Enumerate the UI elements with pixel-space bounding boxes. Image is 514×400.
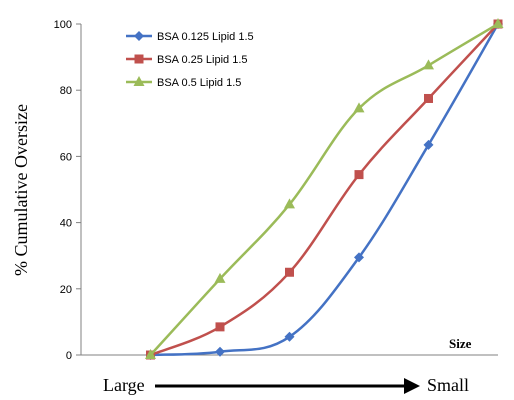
series-3 — [145, 18, 504, 359]
data-point — [214, 272, 226, 283]
legend-label: BSA 0.125 Lipid 1.5 — [157, 31, 254, 43]
legend: BSA 0.125 Lipid 1.5 BSA 0.25 Lipid 1.5 BSA… — [126, 31, 254, 89]
data-point — [215, 322, 225, 332]
series-layer — [145, 18, 504, 360]
series-line — [150, 23, 500, 357]
data-point — [423, 59, 434, 70]
direction-arrow — [155, 378, 420, 394]
direction-right-label: Small — [427, 375, 469, 395]
legend-item: BSA 0.25 Lipid 1.5 — [126, 54, 248, 66]
y-tick-label: 20 — [60, 284, 72, 296]
data-point — [492, 18, 504, 28]
direction-left-label: Large — [103, 375, 145, 395]
data-point — [215, 346, 225, 357]
y-axis-label: % Cumulative Oversize — [11, 104, 31, 276]
series-2 — [146, 19, 503, 360]
legend-item: BSA 0.125 Lipid 1.5 — [126, 31, 254, 43]
data-point — [353, 102, 365, 113]
x-axis-label: Size — [449, 336, 472, 351]
legend-label: BSA 0.5 Lipid 1.5 — [157, 77, 241, 89]
legend-marker — [134, 31, 144, 41]
legend-label: BSA 0.25 Lipid 1.5 — [157, 54, 248, 66]
data-point — [284, 331, 295, 342]
series-1 — [145, 19, 503, 360]
y-tick-label: 100 — [54, 19, 72, 31]
data-point — [354, 170, 364, 180]
y-tick-label: 40 — [60, 218, 72, 230]
legend-marker — [134, 54, 144, 64]
legend-marker — [133, 76, 145, 86]
data-point — [423, 139, 434, 150]
axes: 0 20 40 60 80 100 — [54, 19, 498, 362]
y-tick-label: 80 — [60, 85, 72, 97]
data-point — [354, 252, 364, 263]
data-point — [424, 93, 433, 103]
data-point — [285, 267, 294, 277]
data-point — [284, 198, 295, 209]
y-tick-label: 60 — [60, 151, 72, 163]
data-point — [145, 349, 156, 359]
y-tick-label: 0 — [66, 350, 72, 362]
legend-item: BSA 0.5 Lipid 1.5 — [126, 76, 241, 89]
